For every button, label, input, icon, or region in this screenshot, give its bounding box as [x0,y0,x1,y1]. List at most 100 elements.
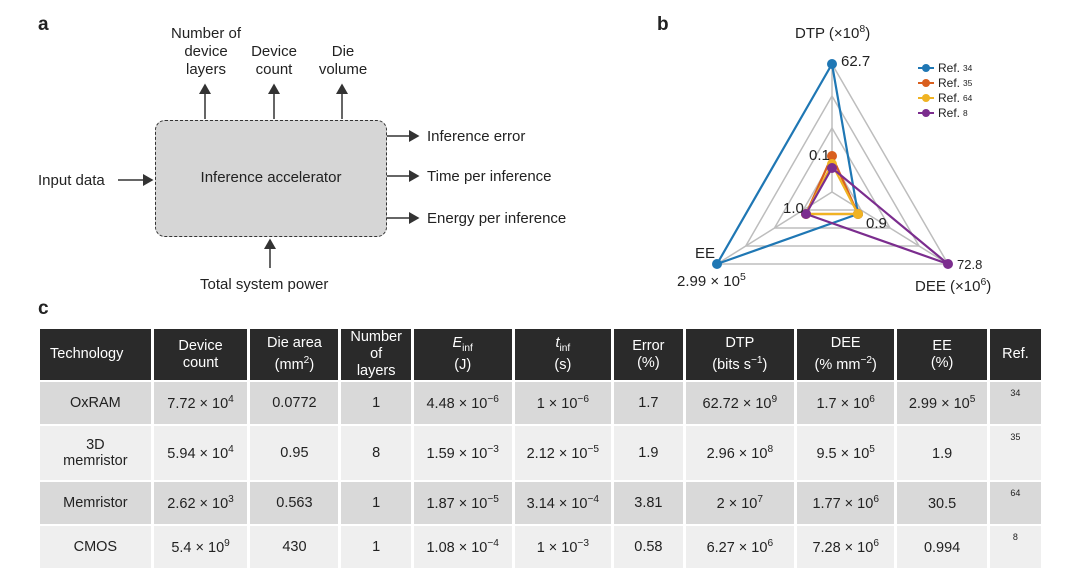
cell-die-area: 0.95 [250,426,339,480]
inference-error-label: Inference error [427,128,526,145]
legend-label: Ref. [938,105,961,120]
cell-error: 1.7 [614,382,683,424]
time-per-inference-label: Time per inference [427,168,552,185]
header-ee: EE (%) [897,329,987,380]
legend-marker [918,93,934,102]
radar-grid-ring [802,159,862,211]
dtp-axis-label: DTP (×108) [795,23,871,42]
cell-layers: 1 [341,382,411,424]
legend-label: Ref. [938,75,961,90]
device-count-label: Device count [251,43,297,78]
table-row: CMOS 5.4 × 109 430 1 1.08 × 10−4 1 × 10−3 0.58… [40,526,1041,568]
cell-dtp: 2 × 107 [685,482,795,524]
cell-dtp: 6.27 × 106 [685,526,795,568]
cell-ee: 2.99 × 105 [897,382,987,424]
ee-axis-label: EE [695,245,716,262]
radar-point [853,209,863,219]
inference-accelerator-box: Inference accelerator [155,120,387,237]
legend-ref: 35 [963,77,973,88]
legend-item: Ref. 8 [918,105,972,120]
table-header-row: Technology Device count Die area (mm2) N… [40,329,1041,380]
cell-technology: Memristor [40,482,151,524]
cell-ref: 64 [989,482,1041,524]
cell-ref: 35 [989,426,1041,480]
radar-series-line [715,62,860,266]
panel-label-b: b [657,14,669,35]
cell-dee: 7.28 × 106 [797,526,895,568]
header-layers: Number of layers [341,329,411,380]
cell-tinf: 2.12 × 10−5 [514,426,612,480]
cell-technology: 3D memristor [40,426,151,480]
cell-ee: 1.9 [897,426,987,480]
legend-ref: 34 [963,62,973,73]
table-row: OxRAM 7.72 × 104 0.0772 1 4.48 × 10−6 1 × 10−… [40,382,1041,424]
cell-layers: 1 [341,482,411,524]
header-error: Error (%) [614,329,683,380]
legend-item: Ref. 64 [918,90,972,105]
cell-technology: OxRAM [40,382,151,424]
cell-device-count: 7.72 × 104 [153,382,248,424]
cell-die-area: 0.563 [250,482,339,524]
energy-per-inference-label: Energy per inference [427,210,567,227]
legend-item: Ref. 35 [918,75,972,90]
input-data-label: Input data [38,172,105,189]
cell-device-count: 2.62 × 103 [153,482,248,524]
die-volume-label: Die volume [318,43,368,78]
header-technology: Technology [40,329,151,380]
cell-dee: 9.5 × 105 [797,426,895,480]
legend-ref: 64 [963,92,973,103]
cell-einf: 1.87 × 10−5 [413,482,512,524]
cell-error: 1.9 [614,426,683,480]
header-ref: Ref. [989,329,1041,380]
radar-point [827,151,837,161]
cell-einf: 1.59 × 10−3 [413,426,512,480]
radar-chart [712,59,953,269]
cell-layers: 8 [341,426,411,480]
legend-marker [918,108,934,117]
legend-label: Ref. [938,60,961,75]
radar-point [712,259,722,269]
legend-ref: 8 [963,107,968,118]
radar-axis [831,191,949,265]
table-row: 3D memristor 5.94 × 104 0.95 8 1.59 × 10−3 2.… [40,426,1041,480]
dtp-max-label: 62.7 [841,53,871,70]
header-device-count: Device count [153,329,248,380]
legend-marker [918,63,934,72]
cell-error: 3.81 [614,482,683,524]
cell-tinf: 1 × 10−6 [514,382,612,424]
radar-point [827,59,837,69]
table-row: Memristor 2.62 × 103 0.563 1 1.87 × 10−5 3.14… [40,482,1041,524]
dee-max-label: 72.8 [957,257,983,272]
cell-einf: 1.08 × 10−4 [413,526,512,568]
cell-device-count: 5.4 × 109 [153,526,248,568]
header-dee: DEE (% mm−2) [797,329,895,380]
layers-label: Number of device layers [170,25,242,78]
radar-grid-ring [773,127,891,229]
radar-point [943,259,953,269]
cell-einf: 4.48 × 10−6 [413,382,512,424]
radar-point [801,209,811,219]
legend-marker [918,78,934,87]
cell-dtp: 62.72 × 109 [685,382,795,424]
header-einf: Einf (J) [413,329,512,380]
panel-label-a: a [38,14,49,35]
radar-series-line [804,166,950,266]
cell-dee: 1.77 × 106 [797,482,895,524]
ee-min-label: 1.0 [783,200,804,217]
cell-technology: CMOS [40,526,151,568]
radar-point [827,163,837,173]
cell-ee: 0.994 [897,526,987,568]
dtp-min-label: 0.1 [809,147,830,164]
cell-ref: 34 [989,382,1041,424]
cell-dtp: 2.96 × 108 [685,426,795,480]
dee-axis-label: DEE (×106) [915,276,992,295]
dee-min-label: 0.9 [866,215,887,232]
accelerator-label: Inference accelerator [200,169,342,186]
header-dtp: DTP (bits s−1) [685,329,795,380]
cell-device-count: 5.94 × 104 [153,426,248,480]
legend-item: Ref. 34 [918,60,972,75]
cell-tinf: 1 × 10−3 [514,526,612,568]
cell-tinf: 3.14 × 10−4 [514,482,612,524]
panel-label-c: c [38,298,49,319]
